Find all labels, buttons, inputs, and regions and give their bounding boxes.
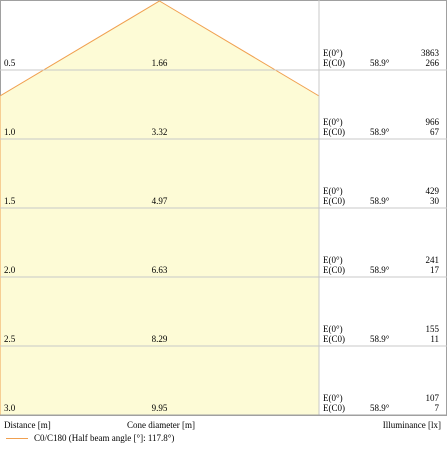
ec0-label: E(C0) <box>323 403 345 413</box>
cone-diameter-value: 9.95 <box>152 403 168 413</box>
half-angle-value: 58.9° <box>370 265 390 275</box>
cone-diameter-value: 8.29 <box>152 334 168 344</box>
ec0-illuminance-value: 7 <box>435 403 440 413</box>
distance-label: 0.5 <box>4 58 16 68</box>
e0-illuminance-value: 966 <box>426 117 440 127</box>
half-angle-value: 58.9° <box>370 334 390 344</box>
e0-illuminance-value: 3863 <box>421 48 440 58</box>
distance-label: 2.0 <box>4 265 16 275</box>
e0-label: E(0°) <box>323 48 343 58</box>
ec0-illuminance-value: 67 <box>430 127 440 137</box>
half-angle-value: 58.9° <box>370 196 390 206</box>
legend-line-swatch <box>6 437 28 439</box>
e0-illuminance-value: 155 <box>426 324 440 334</box>
distance-label: 3.0 <box>4 403 16 413</box>
cone-diameter-value: 3.32 <box>152 127 168 137</box>
e0-label: E(0°) <box>323 117 343 127</box>
ec0-illuminance-value: 30 <box>430 196 440 206</box>
cone-diameter-value: 4.97 <box>152 196 168 206</box>
half-angle-value: 58.9° <box>370 58 390 68</box>
cone-diameter-value: 6.63 <box>152 265 168 275</box>
legend-label: C0/C180 (Half beam angle [°]: 117.8°) <box>34 433 175 443</box>
e0-illuminance-value: 241 <box>426 255 440 265</box>
distance-axis-label: Distance [m] <box>4 420 51 430</box>
ec0-illuminance-value: 11 <box>430 334 439 344</box>
e0-illuminance-value: 429 <box>426 186 440 196</box>
e0-label: E(0°) <box>323 393 343 403</box>
e0-label: E(0°) <box>323 324 343 334</box>
half-angle-value: 58.9° <box>370 403 390 413</box>
ec0-illuminance-value: 17 <box>430 265 440 275</box>
half-angle-value: 58.9° <box>370 127 390 137</box>
distance-label: 2.5 <box>4 334 16 344</box>
distance-label: 1.0 <box>4 127 16 137</box>
cone-diameter-value: 1.66 <box>152 58 168 68</box>
ec0-label: E(C0) <box>323 265 345 275</box>
legend: C0/C180 (Half beam angle [°]: 117.8°) <box>6 433 174 443</box>
e0-illuminance-value: 107 <box>426 393 440 403</box>
ec0-label: E(C0) <box>323 334 345 344</box>
ec0-label: E(C0) <box>323 58 345 68</box>
ec0-illuminance-value: 266 <box>426 58 440 68</box>
ec0-label: E(C0) <box>323 127 345 137</box>
row-lines <box>0 0 447 416</box>
e0-label: E(0°) <box>323 255 343 265</box>
e0-label: E(0°) <box>323 186 343 196</box>
cone-diameter-label: Cone diameter [m] <box>127 420 195 430</box>
illuminance-label: Illuminance [lx] <box>382 420 441 430</box>
distance-label: 1.5 <box>4 196 16 206</box>
ec0-label: E(C0) <box>323 196 345 206</box>
